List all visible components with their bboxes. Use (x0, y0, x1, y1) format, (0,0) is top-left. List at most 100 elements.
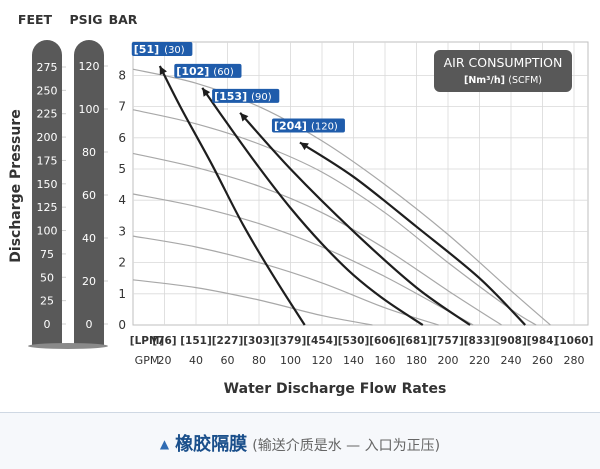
legend-title: AIR CONSUMPTION (444, 55, 563, 70)
column-base (28, 343, 108, 349)
arrowhead (240, 112, 249, 122)
feet-tick-label: 275 (37, 61, 58, 74)
arrowhead (202, 87, 211, 97)
caption-divider (0, 412, 600, 413)
series-label-light: (90) (251, 92, 272, 103)
psig-tick-label: 120 (79, 60, 100, 73)
series-label-light: (60) (213, 67, 234, 78)
gpm-tick-label: 100 (280, 354, 301, 367)
series-label-box (131, 42, 193, 57)
air-consumption-line (239, 112, 471, 326)
psig-tick-label: 20 (82, 275, 96, 288)
lpm-tick-label: [76] (152, 335, 176, 347)
gpm-tick-label: 160 (375, 354, 396, 367)
legend-units: [Nm³/h] (SCFM) (464, 75, 542, 86)
series-label: [153] (90) (212, 88, 280, 103)
lpm-tick-label: [1060] (555, 335, 594, 347)
column-shape (32, 40, 62, 346)
feet-tick-label: 100 (37, 225, 58, 238)
feet-tick-label: 0 (44, 318, 51, 331)
header-unit-label: PSIG (69, 12, 102, 27)
series-label: [51] (30) (131, 42, 193, 57)
series-label-box (212, 88, 280, 103)
psig-column: 120 100 80 60 40 20 0 (74, 40, 108, 346)
arrowhead (299, 142, 309, 151)
gpm-tick-label: 260 (532, 354, 553, 367)
feet-tick-label: 125 (37, 201, 58, 214)
psig-tick-label: 100 (79, 103, 100, 116)
bar-tick-label: 7 (118, 100, 126, 114)
bar-tick-label: 1 (118, 287, 126, 301)
gpm-tick-label: 200 (438, 354, 459, 367)
column-shape (74, 40, 104, 346)
air-consumption-line (299, 141, 526, 326)
lpm-tick-label: [833] (464, 335, 496, 347)
series-label-box (174, 63, 242, 78)
series-label-light: (30) (164, 45, 185, 56)
gpm-tick-label: 220 (469, 354, 490, 367)
header-unit-label: BAR (109, 12, 138, 27)
pressure-curve (132, 279, 373, 326)
lpm-tick-label: [227] (212, 335, 244, 347)
caption-area (0, 413, 600, 469)
pressure-curve (132, 235, 439, 326)
chart-svg: [51] (30) [102] (60) [153] (90) [204] (120) AIR … (8, 12, 594, 397)
air-consumption-line (201, 87, 424, 326)
series-label-bold: [51] (134, 43, 159, 56)
feet-tick-label: 250 (37, 84, 58, 97)
gpm-tick-label: 60 (221, 354, 235, 367)
x-axis-title: Water Discharge Flow Rates (224, 381, 447, 397)
gpm-tick-label: 20 (158, 354, 172, 367)
gpm-tick-label: 120 (312, 354, 333, 367)
lpm-tick-label: [530] (338, 335, 370, 347)
series-label: [102] (60) (174, 63, 242, 78)
feet-tick-label: 225 (37, 108, 58, 121)
legend-box (434, 50, 572, 92)
lpm-tick-label: [908] (495, 335, 527, 347)
bar-tick-label: 8 (118, 68, 126, 82)
series-label-bold: [204] (274, 119, 307, 132)
bar-tick-label: 4 (118, 193, 126, 207)
psig-tick-label: 60 (82, 189, 96, 202)
lpm-tick-label: [984] (527, 335, 559, 347)
header-unit-label: FEET (18, 12, 53, 27)
feet-tick-label: 50 (40, 271, 54, 284)
bar-tick-label: 3 (118, 224, 126, 238)
feet-tick-label: 25 (40, 295, 54, 308)
lpm-tick-label: [681] (401, 335, 433, 347)
series-label-light: (120) (311, 121, 338, 132)
lpm-tick-label: [379] (275, 335, 307, 347)
gpm-tick-label: 80 (252, 354, 266, 367)
feet-tick-label: 200 (37, 131, 58, 144)
series-label: [204] (120) (271, 118, 345, 133)
lpm-tick-label: [LPM] (130, 335, 164, 347)
caption-sub: (输送介质是水 — 入口为正压) (252, 438, 441, 454)
lpm-tick-label: [757] (432, 335, 464, 347)
gpm-tick-label: 180 (406, 354, 427, 367)
bar-tick-label: 6 (118, 131, 126, 145)
y-axis-title: Discharge Pressure (8, 109, 24, 262)
legend: AIR CONSUMPTION [Nm³/h] (SCFM) (434, 50, 572, 92)
series-label-box (271, 118, 345, 133)
triangle-up-icon: ▲ (159, 437, 170, 451)
air-consumption-line (158, 65, 306, 326)
pressure-curve (132, 152, 502, 326)
feet-tick-label: 150 (37, 178, 58, 191)
bar-tick-label: 5 (118, 162, 126, 176)
performance-chart: [51] (30) [102] (60) [153] (90) [204] (120) AIR … (8, 12, 594, 397)
chart-caption: ▲ 橡胶隔膜 (输送介质是水 — 入口为正压) (0, 430, 600, 456)
feet-tick-label: 75 (40, 248, 54, 261)
psig-tick-label: 80 (82, 146, 96, 159)
lpm-tick-label: [151] (180, 335, 212, 347)
gpm-tick-label: 140 (343, 354, 364, 367)
psig-tick-label: 0 (86, 318, 93, 331)
bar-tick-label: 2 (118, 256, 126, 270)
legend-units-bold: [Nm³/h] (464, 75, 508, 86)
gpm-tick-label: 240 (501, 354, 522, 367)
gpm-tick-label: 280 (564, 354, 585, 367)
bar-tick-label: 0 (118, 318, 126, 332)
series-label-bold: [153] (214, 90, 247, 103)
legend-units-light: (SCFM) (508, 75, 542, 86)
gpm-tick-label: 40 (189, 354, 203, 367)
